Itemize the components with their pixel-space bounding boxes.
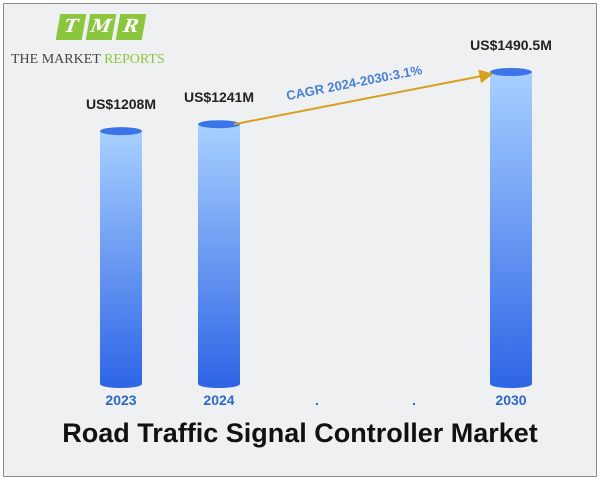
logo-wordmark-part1: THE MARKET [11, 52, 105, 67]
bar-top-2024 [198, 120, 240, 129]
bar-base-2030 [490, 380, 532, 388]
x-tick-label: 2030 [495, 392, 526, 408]
x-tick-label: 2024 [203, 392, 234, 408]
x-tick-label: . [412, 392, 416, 408]
cagr-label: CAGR 2024-2030:3.1% [285, 62, 424, 103]
value-label-2030: US$1490.5M [470, 37, 552, 53]
value-label-2023: US$1208M [86, 96, 156, 112]
bar-2030 [490, 72, 532, 384]
logo-wordmark-part2: REPORTS [104, 52, 165, 67]
chart-title: Road Traffic Signal Controller Market [62, 418, 538, 448]
logo-wordmark: THE MARKET REPORTS [11, 52, 165, 68]
bar-top-2030 [490, 68, 532, 76]
x-tick-label: . [315, 392, 319, 408]
value-label-2024: US$1241M [184, 89, 254, 105]
cagr-arrow [233, 69, 494, 126]
bar-base-2023 [100, 380, 142, 388]
bar-2024 [198, 124, 240, 384]
company-logo: T M R THE MARKET REPORTS [8, 14, 188, 70]
x-tick-label: 2023 [105, 392, 136, 408]
bar-top-2023 [100, 127, 142, 136]
bar-base-2024 [198, 380, 240, 388]
bar-2023 [100, 131, 142, 384]
